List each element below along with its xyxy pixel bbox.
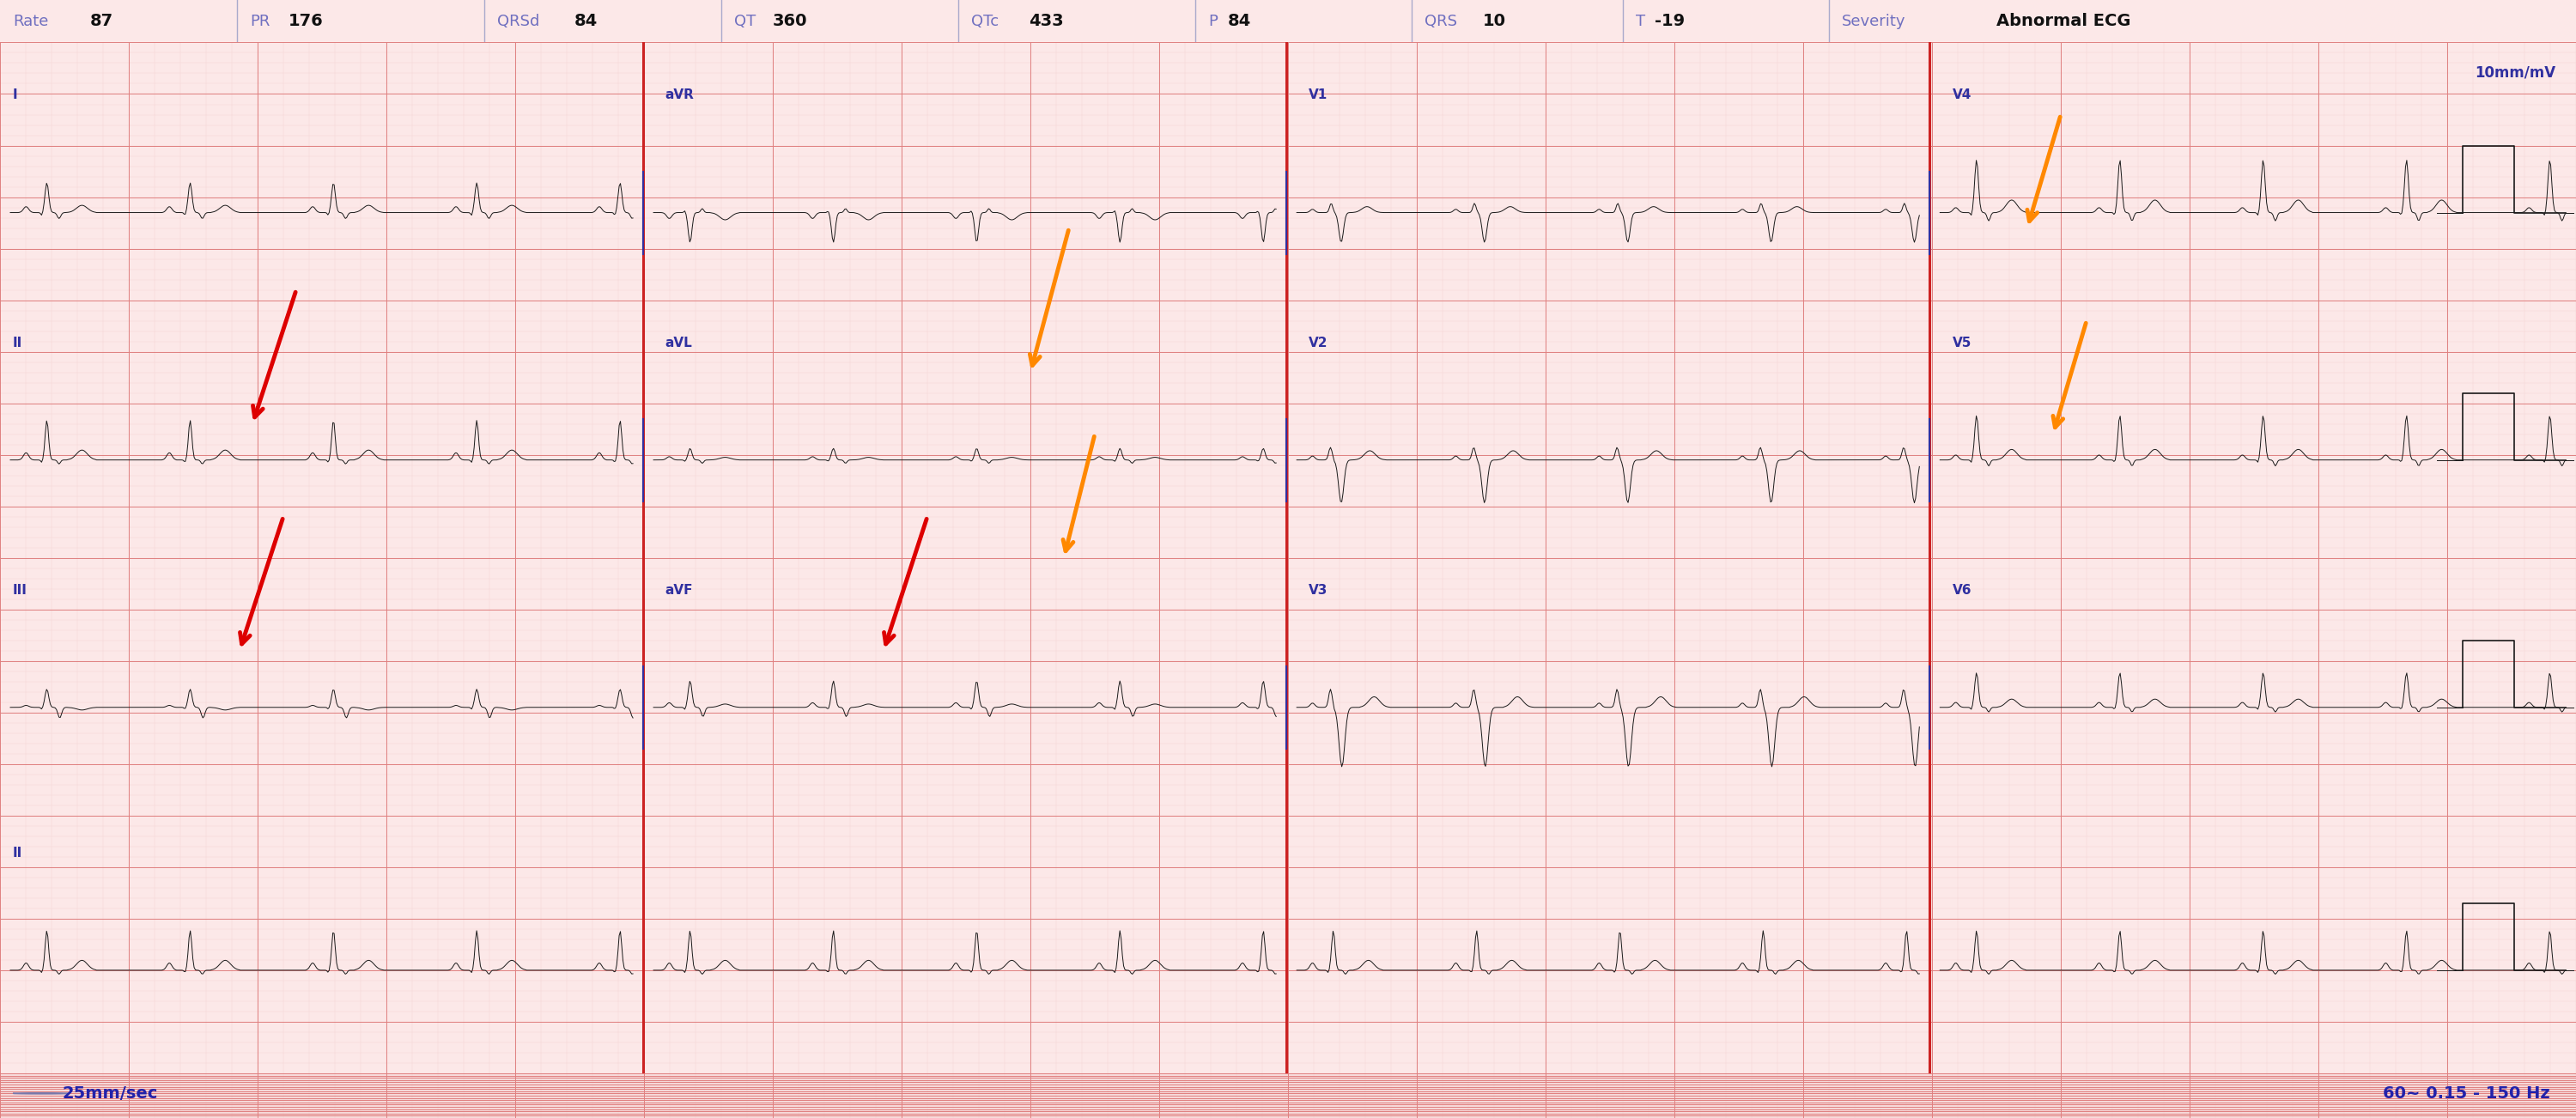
Text: V3: V3 [1309, 584, 1327, 597]
Text: V1: V1 [1309, 88, 1327, 102]
Text: T: T [1636, 13, 1646, 29]
Text: 60~ 0.15 - 150 Hz: 60~ 0.15 - 150 Hz [2383, 1086, 2550, 1101]
Text: Abnormal ECG: Abnormal ECG [1996, 13, 2130, 29]
Text: QTc: QTc [971, 13, 999, 29]
Text: PR: PR [250, 13, 270, 29]
Text: aVL: aVL [665, 337, 693, 349]
Text: 176: 176 [289, 13, 325, 29]
Text: 360: 360 [773, 13, 809, 29]
Text: V5: V5 [1953, 337, 1971, 349]
Text: QT: QT [734, 13, 755, 29]
Text: 433: 433 [1028, 13, 1064, 29]
Text: 10mm/mV: 10mm/mV [2476, 65, 2555, 80]
Text: V2: V2 [1309, 337, 1329, 349]
Text: V6: V6 [1953, 584, 1973, 597]
Text: 84: 84 [1226, 13, 1252, 29]
Text: aVR: aVR [665, 88, 693, 102]
Text: III: III [13, 584, 28, 597]
Text: II: II [13, 846, 23, 860]
Text: aVF: aVF [665, 584, 693, 597]
Text: Rate: Rate [13, 13, 49, 29]
Text: 87: 87 [90, 13, 113, 29]
Text: 84: 84 [574, 13, 598, 29]
Text: Severity: Severity [1842, 13, 1906, 29]
Text: P: P [1208, 13, 1218, 29]
Text: QRSd: QRSd [497, 13, 538, 29]
Text: 25mm/sec: 25mm/sec [62, 1086, 157, 1101]
Text: II: II [13, 337, 23, 349]
Text: V4: V4 [1953, 88, 1971, 102]
Text: 10: 10 [1484, 13, 1504, 29]
Text: I: I [13, 88, 18, 102]
Text: QRS: QRS [1425, 13, 1458, 29]
Text: -19: -19 [1654, 13, 1685, 29]
